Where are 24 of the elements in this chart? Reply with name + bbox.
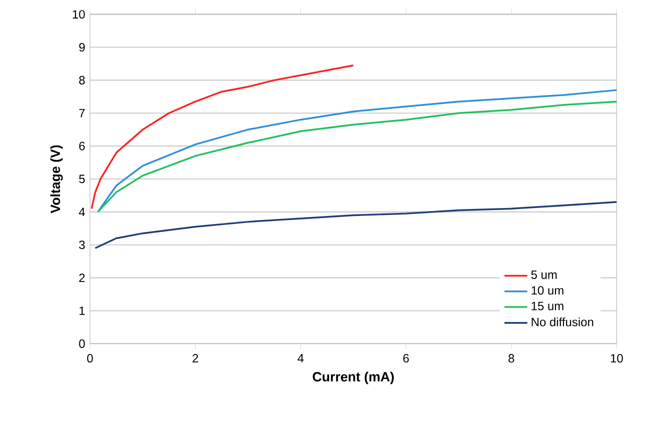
- legend-label: 15 um: [532, 302, 564, 310]
- y-axis-title: Voltage (V): [50, 145, 63, 214]
- y-tick-label: 3: [79, 240, 85, 250]
- y-tick-label: 4: [78, 208, 85, 216]
- legend-label: No diffusion: [532, 317, 594, 326]
- y-tick-label: 0: [79, 339, 85, 348]
- x-axis-title: Current (mA): [312, 372, 394, 384]
- y-tick-label: 8: [79, 76, 85, 84]
- x-tick-label: 0: [87, 354, 93, 363]
- y-tick-label: 9: [79, 43, 85, 52]
- x-tick-label: 4: [298, 354, 304, 362]
- legend-label: 10 um: [532, 286, 564, 295]
- y-tick-label: 6: [79, 142, 85, 150]
- legend-label: 5 um: [531, 270, 557, 279]
- y-tick-label: 10: [72, 10, 85, 19]
- x-tick-label: 10: [610, 354, 623, 363]
- x-tick-label: 6: [403, 354, 409, 363]
- y-tick-label: 1: [80, 306, 85, 315]
- x-tick-label: 8: [508, 354, 514, 363]
- y-tick-label: 2: [79, 274, 85, 282]
- y-tick-label: 7: [79, 108, 85, 118]
- y-tick-label: 5: [79, 174, 85, 184]
- x-tick-label: 2: [192, 354, 198, 362]
- line-series: [94, 201, 617, 250]
